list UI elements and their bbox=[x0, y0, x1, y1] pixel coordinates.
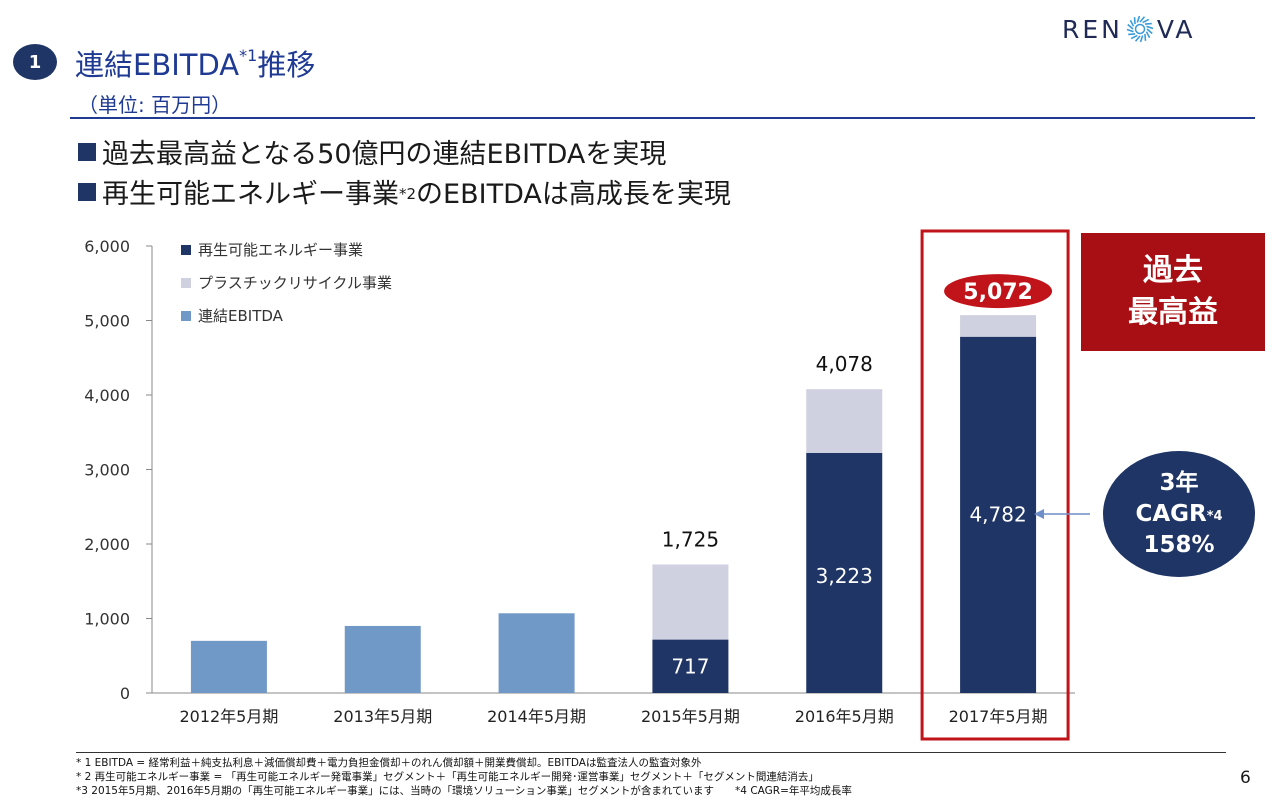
logo-text-right: VA bbox=[1156, 14, 1196, 44]
renova-logo: REN VA bbox=[1062, 12, 1258, 46]
logo-ray bbox=[1136, 15, 1141, 23]
logo-ray bbox=[1139, 16, 1145, 23]
y-tick-label: 2,000 bbox=[84, 535, 130, 554]
y-tick-label: 4,000 bbox=[84, 386, 130, 405]
logo-ray bbox=[1142, 18, 1150, 24]
bar-segment bbox=[344, 625, 421, 693]
segment-data-label: 717 bbox=[671, 654, 709, 678]
logo-ray bbox=[1145, 31, 1151, 39]
total-data-label: 1,725 bbox=[662, 527, 719, 551]
square-bullet-icon bbox=[78, 142, 96, 161]
arrowhead-icon bbox=[1034, 509, 1044, 519]
y-tick-label: 5,000 bbox=[84, 312, 130, 331]
cagr-line-1: 3年 bbox=[1159, 469, 1199, 496]
bullet-2-superscript: *2 bbox=[399, 184, 417, 203]
logo-ray bbox=[1146, 28, 1153, 35]
total-data-label: 4,078 bbox=[816, 352, 873, 376]
footnote-2: * 2 再生可能エネルギー事業 = 「再生可能エネルギー発電事業」セグメント＋「… bbox=[76, 771, 819, 783]
highlight-frame bbox=[920, 229, 1070, 741]
logo-ray bbox=[1144, 22, 1152, 25]
callout-line-1: 過去 bbox=[1143, 253, 1203, 288]
section-number-badge: 1 bbox=[13, 44, 57, 80]
legend-label: 連結EBITDA bbox=[198, 307, 284, 325]
bullet-2-text-b: のEBITDAは高成長を実現 bbox=[416, 179, 731, 210]
bar-segment bbox=[806, 452, 883, 693]
x-tick-label: 2012年5月期 bbox=[179, 707, 278, 726]
logo-ray bbox=[1126, 28, 1134, 33]
total-data-label: 5,072 bbox=[963, 280, 1033, 305]
footnote-1: * 1 EBITDA = 経常利益＋純支払利息＋減価償却費＋電力負担金償却＋のれ… bbox=[76, 757, 702, 769]
bullet-1-text: 過去最高益となる50億円の連結EBITDAを実現 bbox=[102, 139, 667, 170]
legend-swatch bbox=[181, 311, 191, 321]
bar-segment bbox=[190, 640, 267, 693]
sunburst-icon bbox=[1126, 15, 1154, 43]
logo-ray bbox=[1127, 23, 1134, 30]
logo-ray bbox=[1128, 33, 1135, 36]
legend-label: 再生可能エネルギー事業 bbox=[198, 241, 363, 259]
bullet-2: 再生可能エネルギー事業 *2 のEBITDAは高成長を実現 bbox=[78, 172, 731, 211]
logo-ray bbox=[1129, 19, 1135, 27]
bullet-2-text-a: 再生可能エネルギー事業 bbox=[102, 179, 399, 210]
title-superscript: *1 bbox=[239, 46, 258, 65]
bar-segment bbox=[652, 639, 729, 693]
title-tail: 推移 bbox=[257, 48, 316, 82]
legend-swatch bbox=[181, 278, 191, 288]
x-tick-label: 2013年5月期 bbox=[333, 707, 432, 726]
x-tick-label: 2014年5月期 bbox=[487, 707, 586, 726]
bar-segment bbox=[652, 564, 729, 640]
title-divider bbox=[70, 117, 1255, 119]
y-tick-label: 1,000 bbox=[84, 610, 130, 629]
legend-swatch bbox=[181, 245, 191, 255]
unit-label: （単位: 百万円） bbox=[78, 93, 232, 117]
y-tick-label: 0 bbox=[120, 684, 130, 703]
logo-ray bbox=[1144, 33, 1147, 41]
logo-ray bbox=[1133, 17, 1136, 25]
y-tick-label: 3,000 bbox=[84, 461, 130, 480]
footnote-3: *3 2015年5月期、2016年5月期の「再生可能エネルギー事業」には、当時の… bbox=[76, 785, 852, 797]
cagr-badge: 3年 CAGR*4 158% bbox=[1103, 451, 1255, 577]
logo-ray bbox=[1146, 25, 1154, 30]
cagr-label: CAGR bbox=[1135, 500, 1207, 527]
callout-line-2: 最高益 bbox=[1128, 295, 1218, 330]
segment-data-label: 3,223 bbox=[816, 564, 873, 588]
cagr-line-3: 158% bbox=[1143, 531, 1215, 558]
segment-data-label: 4,782 bbox=[969, 503, 1026, 527]
footnotes: * 1 EBITDA = 経常利益＋純支払利息＋減価償却費＋電力負担金償却＋のれ… bbox=[76, 752, 1226, 798]
page-title: 連結EBITDA*1推移 bbox=[75, 42, 315, 84]
logo-ray bbox=[1139, 35, 1144, 43]
bar-segment bbox=[960, 315, 1037, 337]
x-tick-label: 2016年5月期 bbox=[795, 707, 894, 726]
cagr-superscript: *4 bbox=[1206, 508, 1223, 524]
total-highlight-oval bbox=[944, 274, 1053, 309]
bar-segment bbox=[960, 336, 1037, 693]
title-main: 連結EBITDA bbox=[75, 48, 240, 82]
logo-ray bbox=[1130, 34, 1138, 40]
bar-segment bbox=[806, 389, 883, 453]
record-profit-callout: 過去 最高益 bbox=[1081, 233, 1265, 351]
x-tick-label: 2017年5月期 bbox=[949, 707, 1048, 726]
logo-text-left: REN bbox=[1062, 14, 1123, 44]
x-tick-label: 2015年5月期 bbox=[641, 707, 740, 726]
y-tick-label: 6,000 bbox=[84, 237, 130, 256]
legend-label: プラスチックリサイクル事業 bbox=[198, 274, 392, 292]
bullet-1: 過去最高益となる50億円の連結EBITDAを実現 bbox=[78, 132, 666, 171]
logo-ray bbox=[1134, 35, 1141, 42]
bar-segment bbox=[498, 613, 575, 693]
page-number: 6 bbox=[1240, 768, 1251, 788]
square-bullet-icon bbox=[78, 182, 96, 201]
cagr-line-2: CAGR*4 bbox=[1135, 499, 1222, 530]
ebitda-chart: 0 1,000 2,000 3,000 4,000 5,000 6,000 2012年5月期 2… bbox=[84, 229, 1090, 741]
